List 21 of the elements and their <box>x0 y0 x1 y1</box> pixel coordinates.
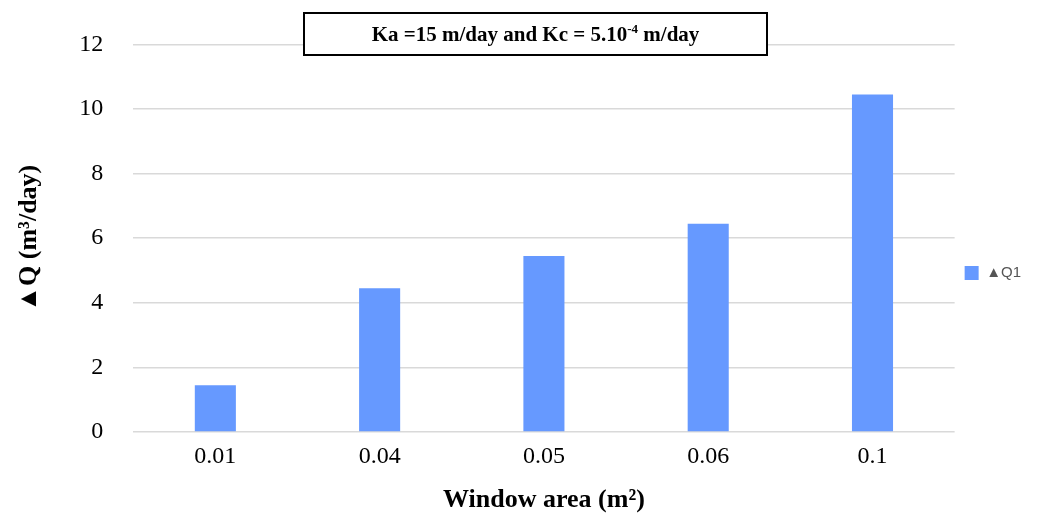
bar <box>194 385 236 432</box>
x-axis-title: Window area (m²) <box>443 484 645 514</box>
y-axis-title: ▲Q (m³/day) <box>13 164 43 312</box>
legend-label: ▲Q1 <box>986 263 1021 281</box>
y-tick-label: 12 <box>79 29 104 56</box>
y-tick-label: 2 <box>91 352 104 379</box>
x-tick-label: 0.01 <box>194 441 237 468</box>
bar <box>523 255 565 432</box>
bar <box>359 288 401 432</box>
bar <box>687 223 729 432</box>
y-tick-label: 10 <box>79 94 104 121</box>
x-tick-label: 0.04 <box>358 441 401 468</box>
bar <box>851 94 894 432</box>
y-tick-label: 4 <box>91 288 104 315</box>
y-tick-label: 0 <box>91 417 104 444</box>
x-tick-label: 0.1 <box>857 441 888 468</box>
x-tick-label: 0.05 <box>522 441 565 468</box>
y-tick-label: 8 <box>91 158 104 185</box>
x-tick-label: 0.06 <box>687 441 730 468</box>
note-frame: Ka =15 m/day and Kc = 5.10$^{-4}$ m/day <box>303 12 768 56</box>
y-tick-label: 6 <box>91 223 104 250</box>
